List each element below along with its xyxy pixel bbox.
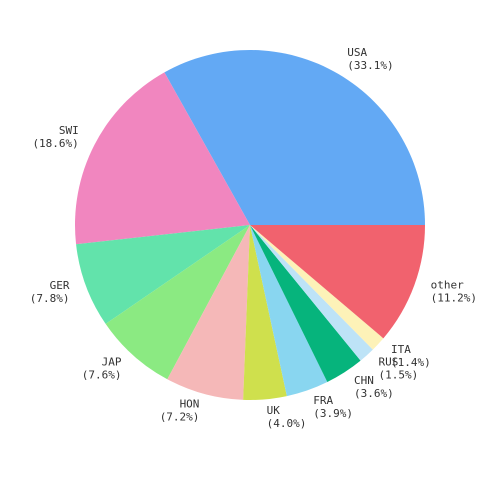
slice-label: RUS(1.5%)	[379, 355, 419, 381]
category-label: JAP	[102, 355, 122, 368]
slice-label: other(11.2%)	[431, 278, 477, 304]
value-label: (11.2%)	[431, 291, 477, 304]
category-label: HON	[180, 398, 200, 411]
pie-slice	[250, 225, 425, 339]
slice-label: SWI(18.6%)	[32, 124, 78, 150]
slice-label: GER(7.8%)	[30, 279, 70, 305]
value-label: (18.6%)	[32, 137, 78, 150]
pie-slice	[164, 49, 425, 225]
pie-slice	[250, 225, 384, 350]
category-label: ITA	[391, 343, 411, 356]
category-label: GER	[50, 279, 70, 292]
pie-slice	[76, 225, 250, 324]
value-label: (3.9%)	[313, 407, 353, 420]
slice-label: JAP(7.6%)	[82, 355, 122, 381]
category-label: CHN	[354, 374, 374, 387]
pie-slice	[167, 225, 250, 400]
pie-slice	[250, 225, 328, 397]
value-label: (7.8%)	[30, 292, 70, 305]
value-label: (1.5%)	[379, 368, 419, 381]
pie-slice	[243, 225, 287, 400]
category-label: USA	[347, 46, 367, 59]
value-label: (7.2%)	[160, 411, 200, 424]
slice-label: CHN(3.6%)	[354, 374, 394, 400]
slice-label: ITA(1.4%)	[391, 343, 431, 369]
category-label: UK	[267, 404, 281, 417]
slice-label: FRA(3.9%)	[313, 394, 353, 420]
category-label: FRA	[313, 394, 333, 407]
pie-slice	[74, 72, 250, 245]
slice-label: UK(4.0%)	[267, 404, 307, 430]
value-label: (3.6%)	[354, 387, 394, 400]
pie-slice	[250, 225, 373, 361]
value-label: (4.0%)	[267, 417, 307, 430]
value-label: (1.4%)	[391, 356, 431, 369]
pie-slice	[105, 225, 251, 380]
slice-label: USA(33.1%)	[347, 46, 393, 72]
value-label: (33.1%)	[347, 59, 393, 72]
pie-slice	[250, 225, 361, 382]
category-label: RUS	[379, 355, 399, 368]
slice-label: HON(7.2%)	[160, 398, 200, 424]
category-label: other	[431, 278, 464, 291]
value-label: (7.6%)	[82, 368, 122, 381]
category-label: SWI	[59, 124, 79, 137]
